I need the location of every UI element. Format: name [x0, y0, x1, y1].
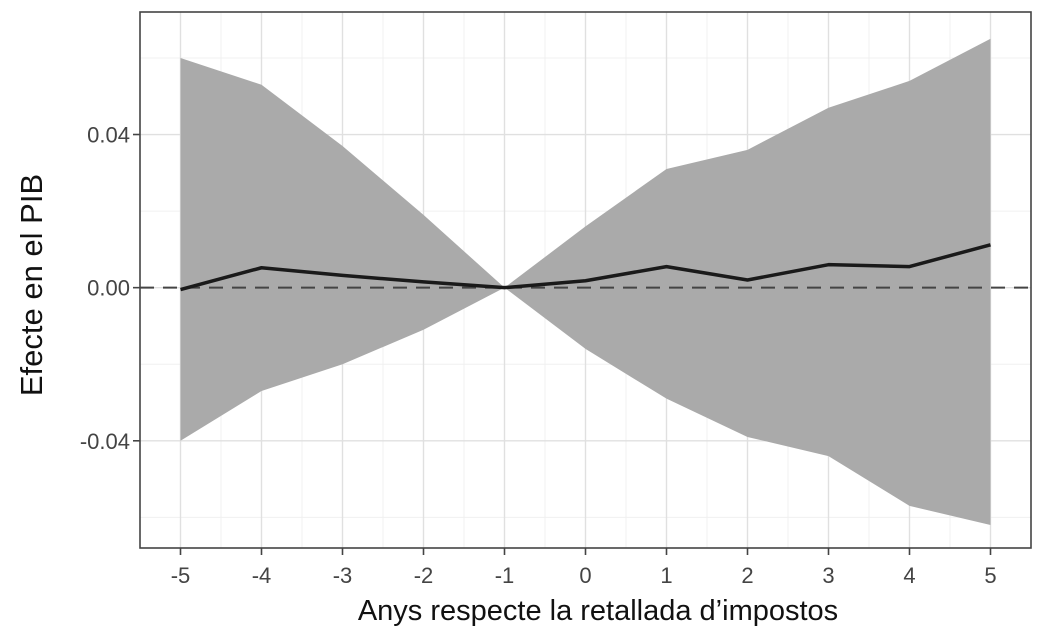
effect-line — [180, 243, 991, 292]
x-tick-label: -2 — [414, 563, 434, 588]
y-tick-label: 0.04 — [87, 123, 130, 148]
x-tick-label: -3 — [333, 563, 353, 588]
x-tick-label: 1 — [660, 563, 672, 588]
x-tick-label: 2 — [741, 563, 753, 588]
x-tick-label: 4 — [903, 563, 915, 588]
x-tick-label: 3 — [822, 563, 834, 588]
x-axis-ticks: -5 -4 -3 -2 -1 0 1 2 3 4 5 — [171, 548, 997, 588]
x-axis-label: Anys respecte la retallada d’impostos — [358, 595, 838, 627]
y-axis-label: Efecte en el PIB — [14, 174, 49, 396]
x-tick-label: 5 — [984, 563, 996, 588]
x-tick-label: -1 — [495, 563, 515, 588]
x-tick-label: 0 — [579, 563, 591, 588]
y-tick-label: -0.04 — [80, 429, 130, 454]
x-tick-label: -5 — [171, 563, 191, 588]
y-axis-ticks: 0.04 0.00 -0.04 — [80, 123, 140, 454]
y-tick-label: 0.00 — [87, 276, 130, 301]
x-tick-label: -4 — [252, 563, 272, 588]
